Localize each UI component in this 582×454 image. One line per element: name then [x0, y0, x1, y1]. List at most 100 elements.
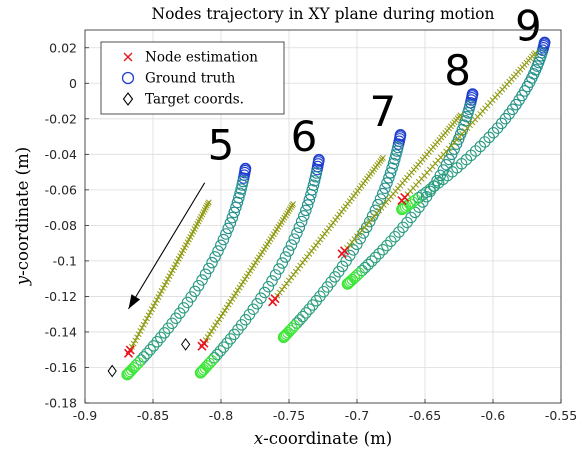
ground-truth-point — [389, 230, 401, 243]
estimation-point — [139, 324, 145, 331]
estimation-point — [243, 273, 250, 280]
estimation-point — [212, 322, 219, 329]
estimation-point — [160, 285, 167, 291]
x-axis-label-rest: -coordinate (m) — [263, 429, 392, 448]
ground-truth-point — [298, 210, 310, 222]
ground-truth-point — [295, 215, 308, 228]
ground-truth-point — [420, 186, 432, 199]
estimation-point — [220, 310, 226, 317]
ground-truth-point — [192, 279, 205, 292]
x-axis-label-var: x — [254, 429, 264, 448]
ground-truth-point — [343, 276, 356, 289]
estimation-point — [166, 273, 173, 280]
estimation-point — [150, 303, 157, 310]
ground-truth-point — [141, 347, 153, 360]
y-tick-label: -0.08 — [45, 218, 77, 233]
ground-truth-point — [428, 180, 441, 192]
y-axis-label: y-coordinate (m) — [13, 147, 32, 286]
estimation-point — [204, 334, 211, 341]
estimation-point — [181, 244, 188, 251]
ground-truth-point — [385, 235, 397, 247]
axes-box — [84, 29, 562, 404]
y-tick-label: 0.02 — [49, 40, 77, 55]
y-tick-label: -0.1 — [53, 253, 77, 268]
estimation-point — [145, 312, 152, 319]
ground-truth-point — [235, 183, 247, 195]
estimation-point — [183, 242, 190, 248]
y-tick-label: -0.12 — [45, 289, 77, 304]
ground-truth-point — [381, 239, 393, 252]
ground-truth-point — [121, 368, 133, 381]
target-point — [181, 338, 191, 351]
legend-marker-x — [123, 52, 133, 62]
node-9-series — [396, 36, 551, 216]
estimation-point — [142, 318, 149, 325]
ground-truth-point — [280, 328, 293, 341]
ground-truth-point — [123, 367, 135, 379]
ground-truth-point — [285, 239, 298, 251]
ground-truth-point — [483, 131, 495, 144]
x-tick-label: -0.65 — [409, 408, 441, 423]
estimation-point — [250, 262, 257, 269]
estimation-point — [157, 291, 163, 297]
node-5-series — [107, 162, 252, 381]
estimation-point — [135, 331, 142, 338]
ground-truth-point — [196, 274, 208, 286]
estimation-point — [238, 281, 245, 288]
estimation-point — [279, 286, 285, 293]
estimation-point — [232, 290, 239, 297]
ground-truth-point — [230, 201, 242, 214]
estimation-point — [171, 264, 178, 271]
estimation-point — [218, 313, 225, 320]
ground-truth-point — [214, 345, 227, 357]
ground-truth-point — [347, 244, 360, 256]
ground-truth-point — [374, 193, 387, 205]
node-label-6: 6 — [291, 112, 318, 161]
estimation-point — [134, 334, 140, 341]
estimation-point — [152, 300, 159, 307]
legend-marker-diamond — [122, 92, 134, 106]
legend-entries: Node estimation Ground truth Target coords… — [121, 50, 258, 108]
estimation-point — [172, 261, 179, 268]
estimation-point — [281, 283, 288, 290]
ground-truth-point — [445, 148, 458, 161]
ground-truth-point — [236, 179, 248, 191]
estimation-point — [240, 278, 247, 285]
ground-truth-point — [303, 193, 316, 206]
ground-truth-point — [396, 203, 408, 216]
x-tick-label: -0.55 — [545, 408, 577, 423]
ground-truth-point — [366, 210, 379, 222]
y-axis-label-rest: -coordinate (m) — [13, 147, 32, 276]
ground-truth-point — [151, 336, 163, 348]
estimation-point — [337, 249, 347, 259]
estimation-point — [178, 250, 185, 257]
ground-truth-point — [344, 275, 357, 287]
y-tick-label: -0.16 — [45, 360, 77, 375]
arrow-head — [128, 294, 141, 309]
ground-truth-point — [196, 365, 209, 377]
ground-truth-point — [291, 227, 303, 239]
legend-label: Target coords. — [145, 92, 244, 108]
legend-marker-circle — [121, 71, 135, 85]
ground-truth-point — [217, 233, 230, 246]
estimation-point — [221, 307, 228, 314]
estimation-point — [257, 251, 264, 258]
estimation-point — [164, 276, 171, 283]
estimation-point — [205, 199, 212, 206]
ground-truth-point — [424, 183, 436, 196]
axis-ticks: -0.9 -0.85 -0.8 -0.75 -0.7 -0.65 -0.6 -0.55 -0.1… — [45, 40, 578, 423]
estimation-point — [144, 315, 150, 322]
ground-truth-point — [377, 187, 389, 200]
ground-truth-point — [215, 239, 227, 252]
ground-truth-point — [266, 275, 278, 287]
estimation-point — [169, 267, 176, 274]
legend-label: Node estimation — [145, 50, 258, 66]
estimation-point — [261, 246, 267, 253]
estimation-point — [241, 276, 248, 283]
x-tick-label: -0.9 — [73, 408, 97, 423]
node-label-7: 7 — [369, 87, 396, 136]
ground-truth-point — [199, 268, 212, 280]
ground-truth-point — [366, 255, 378, 267]
ground-truth-point — [413, 191, 425, 204]
